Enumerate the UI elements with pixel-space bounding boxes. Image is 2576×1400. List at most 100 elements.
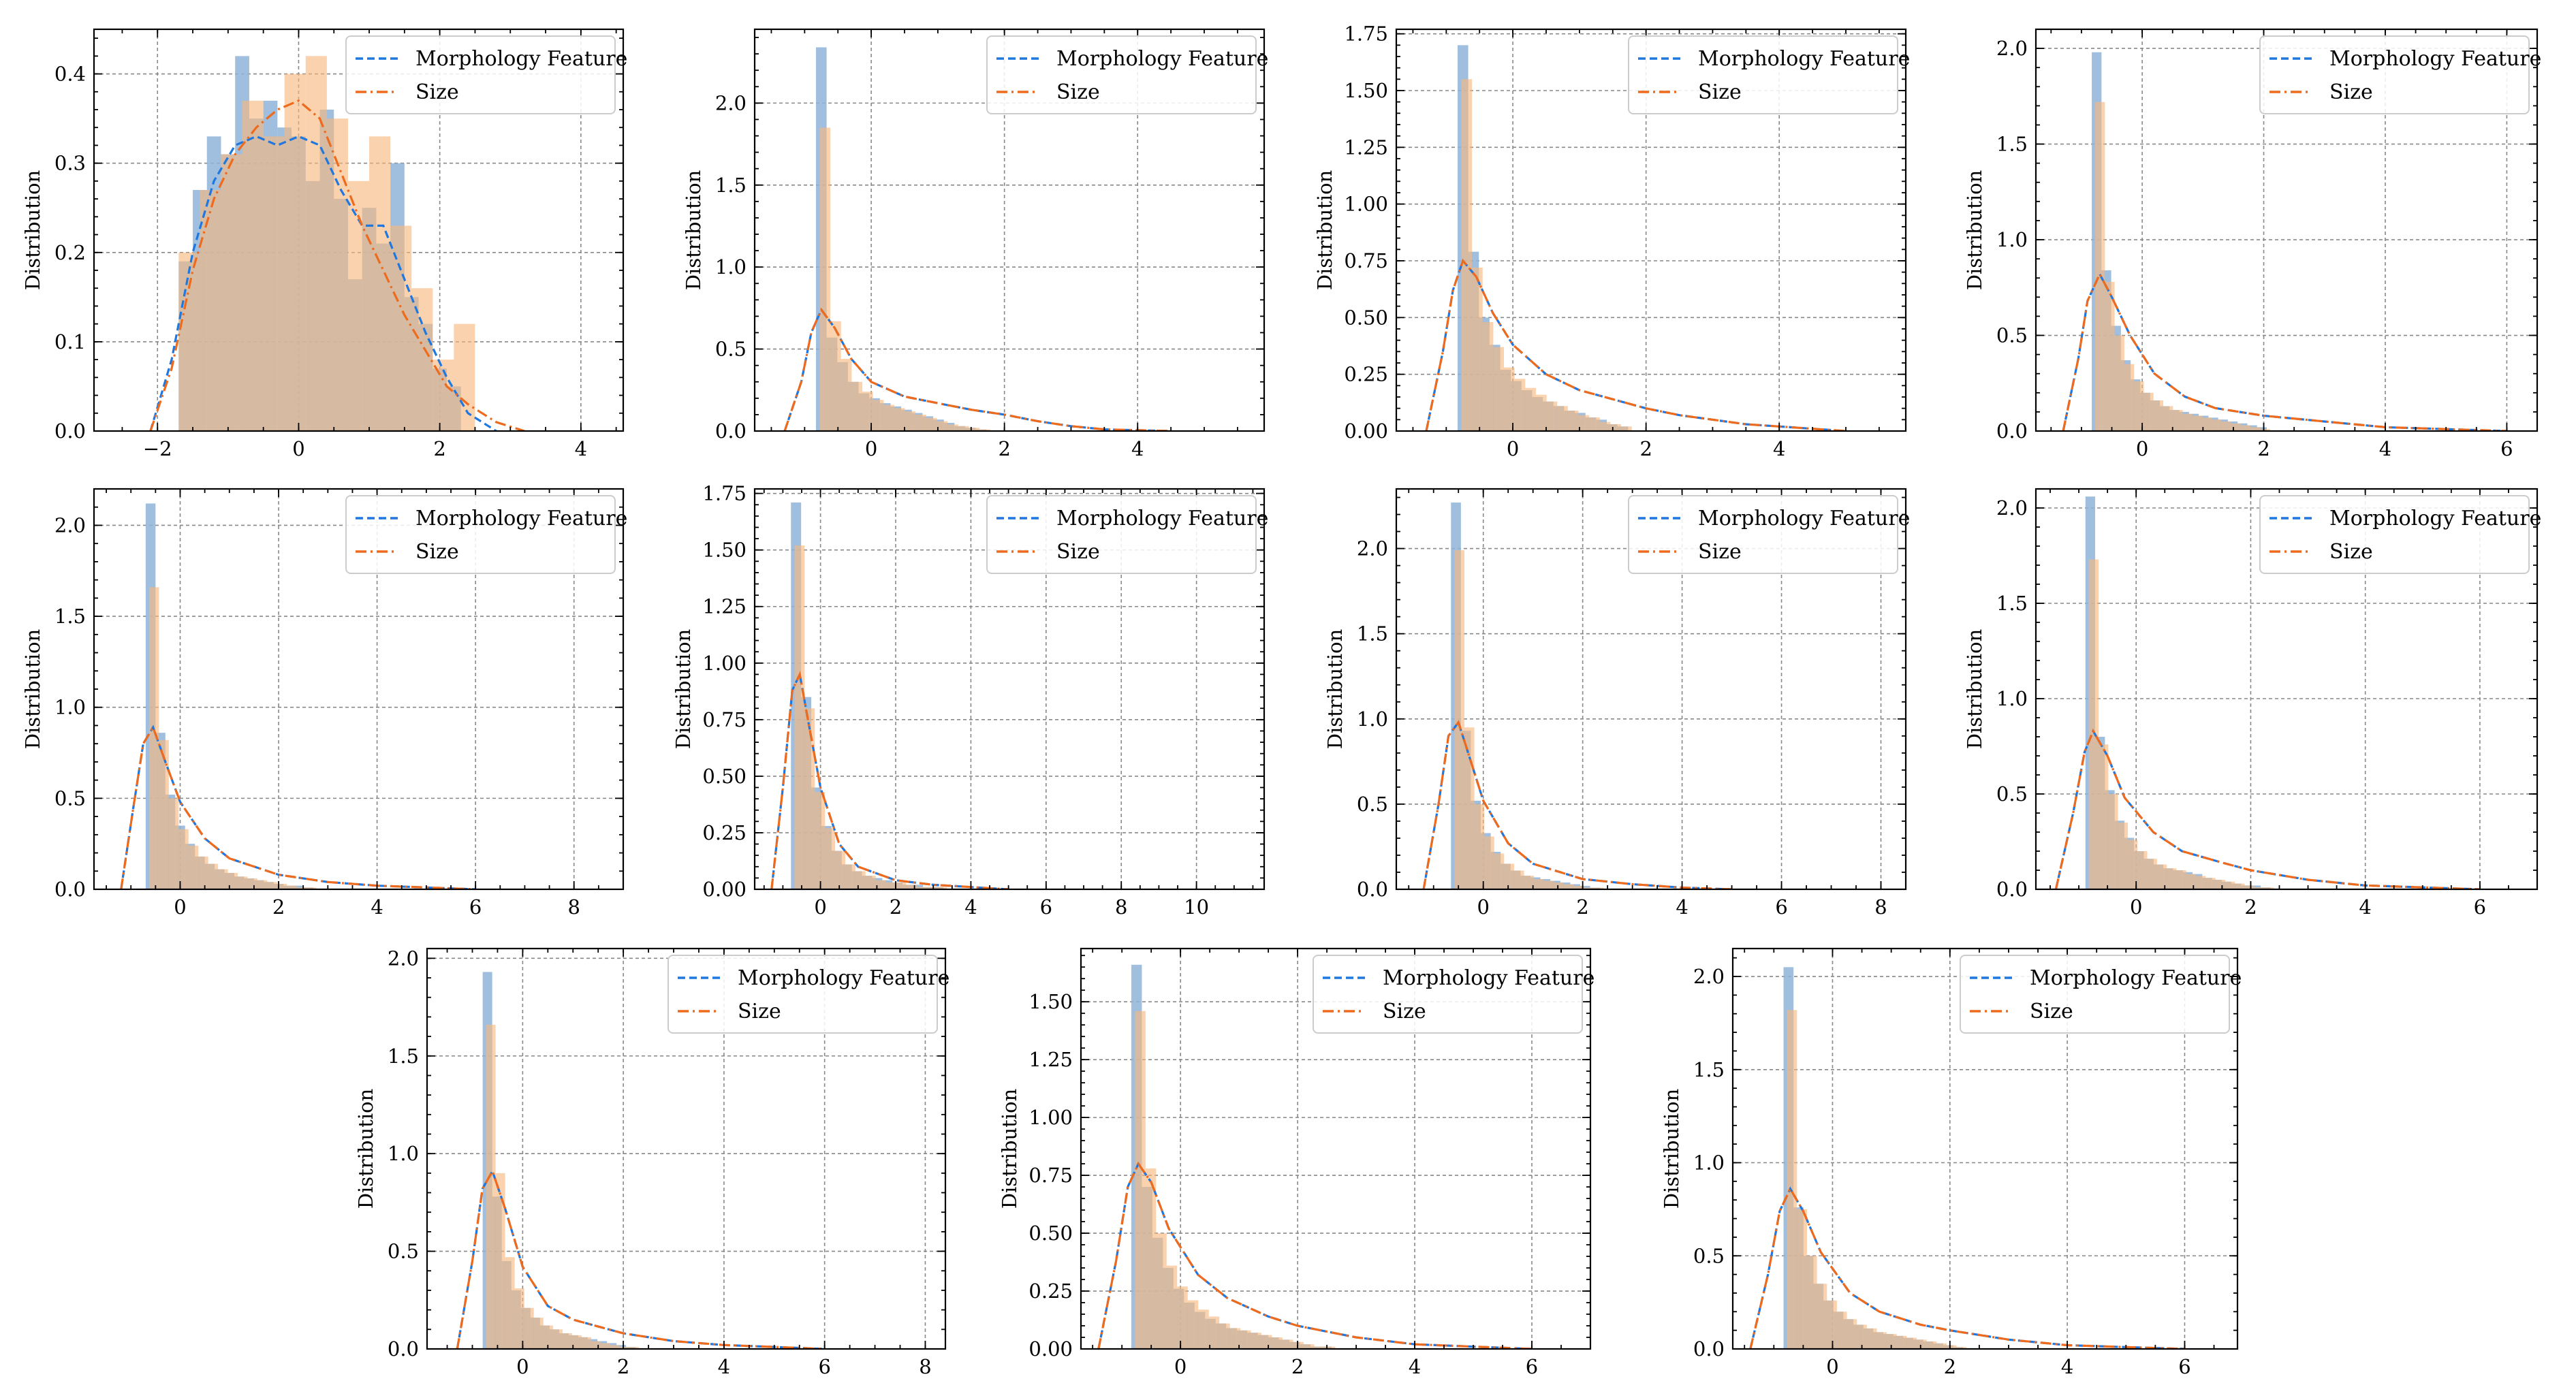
y-axis-label: Distribution	[672, 629, 695, 750]
size-bar	[1525, 387, 1536, 431]
size-bar	[841, 359, 852, 431]
legend: Morphology Feature Size	[986, 35, 1268, 114]
size-bar	[1584, 887, 1594, 889]
y-tick-label: 0.0	[388, 1337, 419, 1361]
size-bar	[2099, 744, 2109, 889]
y-tick-label: 1.50	[702, 539, 747, 562]
size-bar	[2221, 421, 2231, 431]
size-bar	[1240, 1330, 1251, 1349]
legend-size-label: Size	[2329, 80, 2373, 104]
y-tick-label: 0.25	[1344, 363, 1388, 386]
y-tick-label: 1.0	[715, 255, 747, 279]
size-bar	[819, 127, 831, 431]
histogram-bars	[482, 972, 640, 1349]
size-bar	[591, 1341, 601, 1349]
ticks	[2036, 489, 2538, 890]
x-tick-label: 2	[1576, 895, 1588, 919]
size-bar	[2192, 415, 2203, 431]
size-bar	[188, 845, 199, 889]
size-bar	[1857, 1324, 1867, 1349]
y-tick-label: 1.5	[1357, 622, 1388, 646]
axes-frame	[93, 28, 625, 432]
size-bar	[1589, 417, 1600, 431]
x-tick-label: 6	[818, 1355, 830, 1378]
y-tick-label: 2.0	[1996, 496, 2028, 520]
size-bar	[562, 1333, 572, 1349]
size-bar	[896, 882, 907, 889]
legend-box	[667, 955, 938, 1034]
size-bar	[1187, 1300, 1199, 1349]
size-bar	[390, 225, 412, 431]
size-bar	[1817, 1284, 1827, 1349]
size-bar	[1593, 887, 1604, 889]
y-tick-label: 0.75	[1028, 1164, 1073, 1187]
size-bar	[2235, 883, 2245, 889]
size-bar	[1535, 394, 1547, 431]
legend: Morphology Feature Size	[1313, 955, 1595, 1034]
size-bar	[238, 876, 248, 889]
chart-panel-2: 0 2 4 0.0 0.5 1.0 1.5 2.0 Distribution Morphology…	[682, 28, 1268, 460]
y-tick-label: 0.0	[715, 419, 747, 443]
histogram-bars	[2085, 496, 2274, 889]
size-bar	[2254, 887, 2265, 889]
histogram-bars	[815, 47, 990, 431]
x-tick-label: 8	[1874, 895, 1887, 919]
ticks	[1396, 29, 1906, 432]
size-bar	[894, 408, 905, 431]
size-bar	[2215, 880, 2225, 889]
size-bar	[958, 426, 969, 431]
y-tick-label: 0.5	[1996, 782, 2028, 806]
y-tick-label: 1.5	[1996, 133, 2028, 156]
x-tick-label: 2	[1944, 1355, 1956, 1378]
axes-frame	[1395, 28, 1907, 432]
size-bar	[305, 56, 327, 431]
legend-box	[986, 35, 1257, 114]
legend-morphology-label: Morphology Feature	[1383, 966, 1595, 990]
y-tick-label: 1.00	[702, 652, 747, 675]
y-tick-label: 1.50	[1344, 79, 1388, 102]
x-tick-label: 0	[2130, 895, 2142, 919]
y-tick-label: 0.00	[702, 878, 747, 901]
y-tick-label: 0.00	[1028, 1337, 1073, 1361]
size-bar	[2118, 823, 2128, 889]
x-tick-label: 4	[2061, 1355, 2073, 1378]
size-bar	[906, 885, 917, 889]
size-bar	[2264, 887, 2274, 889]
size-bar	[601, 1343, 611, 1349]
y-tick-label: 1.0	[1996, 687, 2028, 710]
size-bar	[227, 872, 238, 889]
legend-size-label: Size	[415, 540, 459, 564]
y-tick-label: 1.0	[54, 696, 86, 719]
size-bar	[875, 880, 886, 889]
size-bar	[1610, 424, 1622, 431]
size-bar	[2173, 410, 2183, 431]
size-bar	[1504, 863, 1514, 889]
legend: Morphology Feature Size	[1628, 35, 1910, 114]
size-bar	[851, 381, 863, 431]
axes-frame	[1731, 947, 2239, 1350]
y-tick-label: 2.0	[388, 946, 419, 970]
size-bar	[620, 1347, 630, 1349]
y-axis-label: Distribution	[1323, 629, 1347, 750]
x-tick-label: 4	[1773, 437, 1785, 460]
histogram-bars	[145, 503, 317, 889]
size-bar	[1474, 804, 1485, 889]
x-tick-label: 0	[1826, 1355, 1838, 1378]
x-tick-label: 6	[469, 895, 482, 919]
y-tick-label: 0.1	[54, 330, 86, 353]
x-tick-label: 0	[516, 1355, 529, 1378]
y-tick-label: 0.5	[1996, 324, 2028, 347]
legend: Morphology Feature Size	[2259, 35, 2541, 114]
x-tick-label: 4	[371, 895, 383, 919]
x-tick-label: 4	[1676, 895, 1688, 919]
size-bar	[1303, 1344, 1315, 1349]
axes-frame	[2035, 488, 2539, 891]
legend-morphology-label: Morphology Feature	[415, 507, 627, 530]
size-bar	[916, 887, 927, 889]
legend-box	[2259, 495, 2530, 574]
x-tick-label: 6	[1775, 895, 1787, 919]
size-bar	[1573, 885, 1584, 889]
x-tick-label: 2	[890, 895, 902, 919]
size-bar	[198, 856, 208, 889]
